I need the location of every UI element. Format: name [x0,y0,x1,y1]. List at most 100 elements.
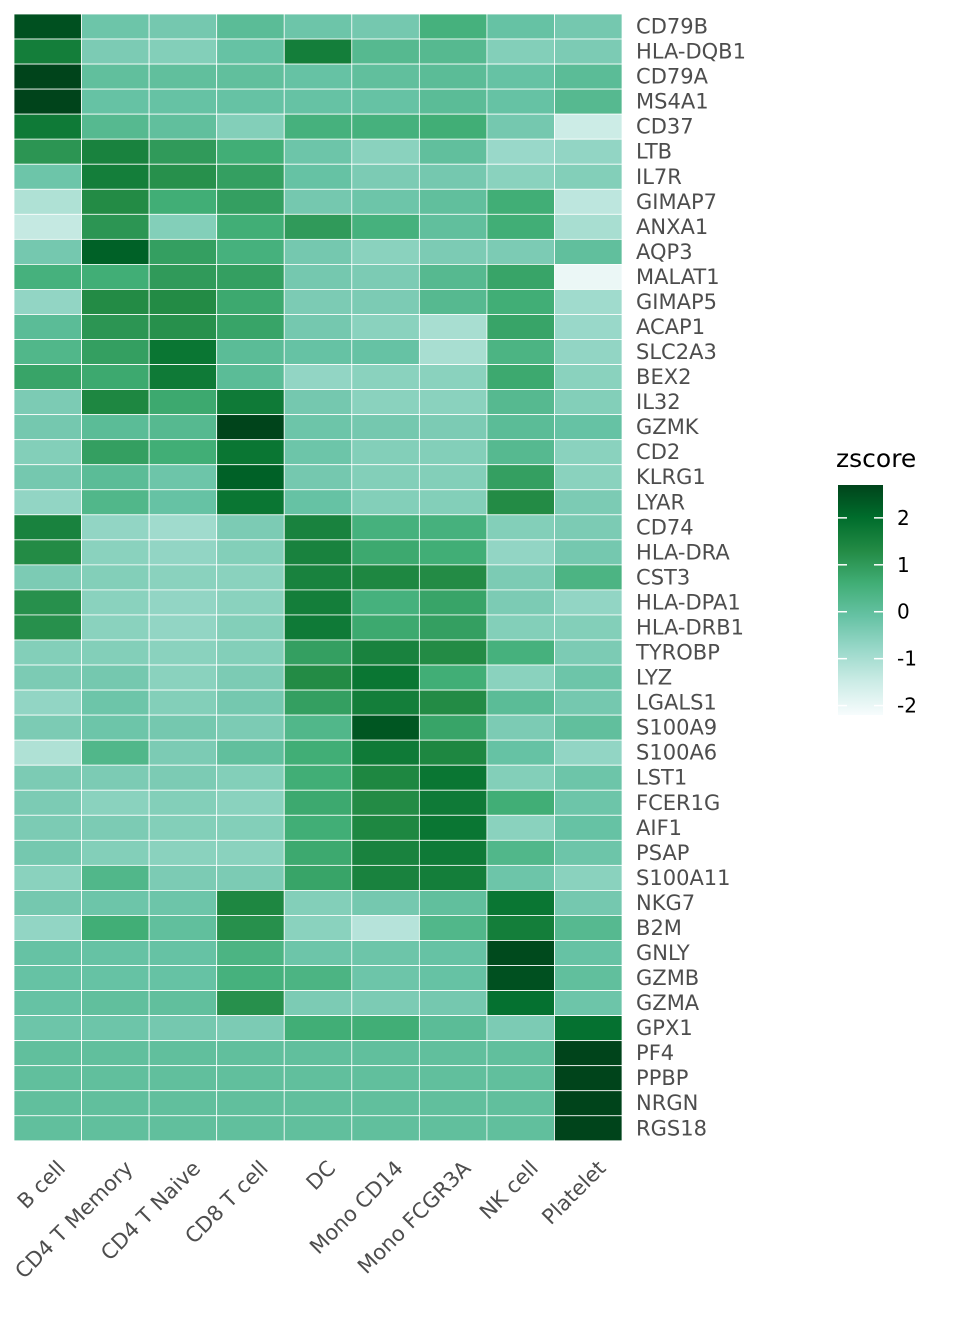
heatmap-cell [486,589,555,616]
heatmap-cell [81,940,150,966]
heatmap-cell [81,88,150,115]
heatmap-cell [81,664,150,691]
heatmap-cell [148,940,218,966]
heatmap-cell [418,63,488,90]
heatmap-cell [351,990,420,1016]
heatmap-cell [13,38,82,65]
cell-type-label: Mono FCGR3A [353,1156,476,1279]
heatmap-cell [351,739,420,766]
heatmap-cell [13,965,82,991]
heatmap-cell [418,739,488,766]
heatmap-cell [283,1015,353,1042]
heatmap-cell [216,814,285,841]
heatmap-cell [81,188,150,215]
heatmap-cell [486,489,555,516]
heatmap-cell [351,1115,420,1142]
heatmap-cell [351,689,420,716]
heatmap-cell [351,364,420,390]
heatmap-cell [351,489,420,516]
heatmap-cell [418,163,488,190]
heatmap-cell [418,289,488,315]
gene-label: LST1 [636,766,687,790]
heatmap-cell [351,1090,420,1117]
heatmap-cell [418,1040,488,1067]
heatmap-cell [486,539,555,566]
heatmap-cell [351,13,420,40]
legend-tick-label: 0 [897,600,910,624]
heatmap-cell [13,739,82,766]
heatmap-cell [81,238,150,265]
heatmap-cell [486,990,555,1016]
heatmap-cell [13,289,82,315]
heatmap-cell [283,940,353,966]
heatmap-cell [283,213,353,240]
heatmap-cell [81,339,150,365]
heatmap-cell [216,339,285,365]
heatmap-cell [283,639,353,666]
heatmap-cell [351,464,420,491]
heatmap-cell [216,263,285,290]
legend-tick-label: 2 [897,506,910,530]
heatmap-cell [283,389,353,416]
cell-type-label: CD4 T Memory [11,1156,138,1283]
heatmap-cell [81,614,150,641]
heatmap-cell [283,464,353,491]
heatmap-cell [13,689,82,716]
heatmap-cell [418,664,488,691]
heatmap-cell [486,965,555,991]
heatmap-cell [486,13,555,40]
heatmap-cell [81,514,150,541]
heatmap-cell [486,1065,555,1092]
heatmap-cell [81,864,150,891]
heatmap-cell [13,864,82,891]
heatmap-cell [13,539,82,566]
heatmap-cell [81,539,150,566]
gene-label: HLA-DRB1 [636,615,744,639]
heatmap-cell [418,1090,488,1117]
gene-label: RGS18 [636,1116,707,1140]
heatmap-cell [148,289,218,315]
legend-tick-label: -1 [897,647,917,671]
gene-label: LTB [636,140,672,164]
heatmap-cell [554,1065,623,1092]
heatmap-cell [216,739,285,766]
heatmap-cell [351,188,420,215]
gene-label: LYZ [636,666,672,690]
heatmap-cell [148,188,218,215]
legend-tick-label: 1 [897,553,910,577]
heatmap-cell [81,439,150,466]
heatmap-cell [486,88,555,115]
gene-label: AQP3 [636,240,693,264]
gene-label: KLRG1 [636,465,706,489]
heatmap-cell [13,789,82,816]
heatmap-cell [148,915,218,941]
heatmap-cell [81,138,150,165]
heatmap-cell [418,990,488,1016]
heatmap-cell [283,1040,353,1067]
heatmap-cell [418,514,488,541]
heatmap-cell [13,664,82,691]
cell-type-label: Platelet [537,1156,610,1229]
heatmap-cell [13,614,82,641]
heatmap-cell [351,414,420,441]
gene-label: MS4A1 [636,90,709,114]
heatmap-cell [486,289,555,315]
heatmap-cell [554,339,623,365]
heatmap-cell [148,1015,218,1042]
heatmap-cell [216,1040,285,1067]
heatmap-cell [351,213,420,240]
heatmap-cell [148,639,218,666]
heatmap-cell [418,639,488,666]
gene-label: PF4 [636,1041,674,1065]
heatmap-cell [81,915,150,941]
heatmap-cell [148,238,218,265]
heatmap-cell [351,263,420,290]
heatmap-cell [148,539,218,566]
heatmap-cell [418,915,488,941]
heatmap-cell [351,589,420,616]
heatmap-cell [283,589,353,616]
heatmap-cell [81,489,150,516]
heatmap-cell [486,839,555,866]
heatmap-cell [351,113,420,140]
